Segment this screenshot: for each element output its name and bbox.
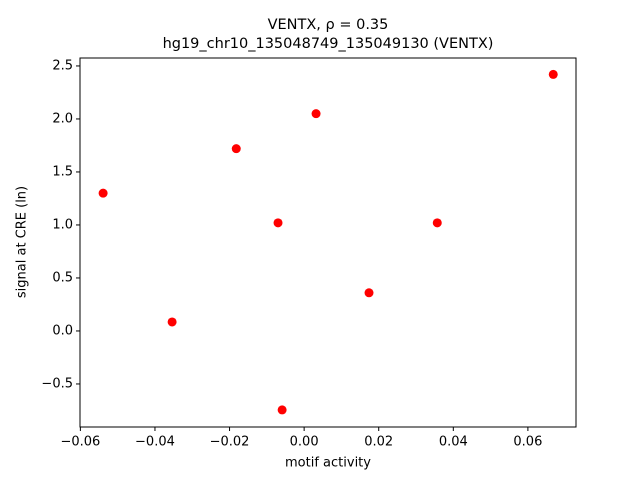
point bbox=[98, 188, 108, 198]
chart-title: VENTX, ρ = 0.35 bbox=[268, 17, 389, 33]
y-tick-label: 0.0 bbox=[52, 323, 73, 338]
plot-frame bbox=[79, 57, 577, 428]
x-tick-label: 0.02 bbox=[364, 435, 393, 450]
x-tick-label: −0.06 bbox=[60, 435, 100, 450]
y-tick-label: 2.5 bbox=[52, 58, 73, 73]
x-axis-label: motif activity bbox=[285, 456, 371, 471]
point bbox=[311, 109, 321, 119]
point bbox=[277, 405, 287, 415]
x-tick-label: −0.04 bbox=[135, 435, 175, 450]
y-tick-label: −0.5 bbox=[41, 376, 73, 391]
y-tick-label: 0.5 bbox=[52, 270, 73, 285]
point bbox=[364, 288, 374, 298]
x-tick-label: 0.04 bbox=[439, 435, 468, 450]
point bbox=[432, 218, 442, 228]
y-tick-label: 2.0 bbox=[52, 111, 73, 126]
x-tick-label: −0.02 bbox=[210, 435, 250, 450]
point bbox=[167, 317, 177, 327]
point bbox=[231, 144, 241, 154]
x-tick-label: 0.00 bbox=[290, 435, 319, 450]
point bbox=[548, 69, 558, 79]
x-tick-label: 0.06 bbox=[513, 435, 542, 450]
point bbox=[273, 218, 283, 228]
y-tick-label: 1.5 bbox=[52, 164, 73, 179]
chart-subtitle: hg19_chr10_135048749_135049130 (VENTX) bbox=[163, 36, 494, 52]
y-tick-label: 1.0 bbox=[52, 217, 73, 232]
y-axis-label: signal at CRE (ln) bbox=[15, 186, 30, 298]
